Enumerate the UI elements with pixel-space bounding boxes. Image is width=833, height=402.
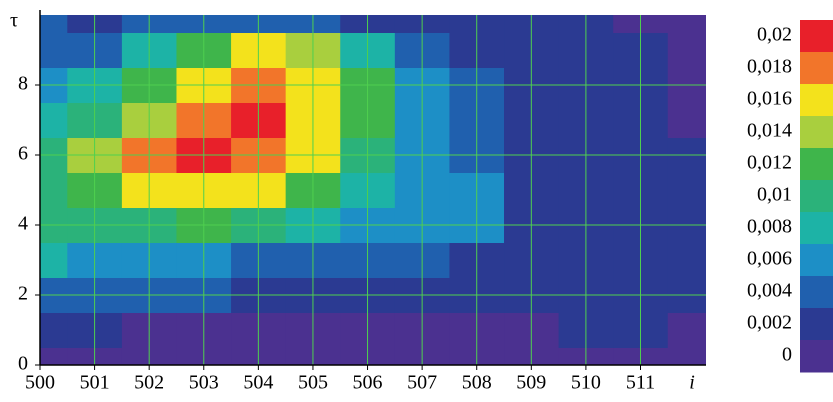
x-tick-label: 511 [626,372,655,394]
colorbar-label: 0,018 [747,56,792,78]
x-tick-label: 500 [25,372,55,394]
colorbar-label: 0,016 [747,88,792,110]
colorbar-swatch [800,52,833,85]
x-tick-label: 503 [189,372,219,394]
x-tick-label: 501 [80,372,110,394]
colorbar-swatch [800,244,833,277]
colorbar-swatch [800,20,833,53]
x-tick-label: 505 [298,372,328,394]
x-tick-label: 508 [462,372,492,394]
colorbar-label: 0,004 [747,280,792,302]
colorbar-swatch [800,180,833,213]
colorbar-label: 0 [782,344,792,366]
x-tick-label: 507 [407,372,437,394]
contour-cell [667,312,706,348]
x-tick-label: 504 [243,372,273,394]
contour-cell [667,242,706,278]
colorbar-label: 0,01 [757,184,792,206]
x-tick-label: 502 [134,372,164,394]
colorbar-swatch [800,340,833,373]
colorbar-label: 0,008 [747,216,792,238]
colorbar-swatch [800,308,833,341]
colorbar-swatch [800,84,833,117]
contour-cell [40,102,68,138]
y-tick-label: 4 [18,213,28,235]
contour-cell [667,347,706,365]
y-tick-label: 8 [18,73,28,95]
contour-cell [667,32,706,68]
colorbar-swatch [800,212,833,245]
colorbar-label: 0,006 [747,248,792,270]
x-axis-label: i [689,372,695,394]
y-axis-label: τ [10,10,18,32]
colorbar-label: 0,02 [757,24,792,46]
y-tick-label: 2 [18,283,28,305]
y-tick-label: 0 [18,353,28,375]
contour-cell [40,32,68,68]
colorbar-label: 0,002 [747,312,792,334]
y-tick-label: 6 [18,143,28,165]
colorbar-label: 0,014 [747,120,792,142]
contour-cell [40,172,68,208]
x-tick-label: 509 [516,372,546,394]
contour-cell [40,242,68,278]
x-tick-label: 506 [353,372,383,394]
contour-cell [40,15,68,33]
colorbar-swatch [800,116,833,149]
contour-cell [40,312,68,348]
contour-cell [40,347,68,365]
colorbar-label: 0,012 [747,152,792,174]
contour-cell [667,172,706,208]
colorbar-swatch [800,276,833,309]
colorbar-swatch [800,148,833,181]
contour-cell [667,102,706,138]
x-tick-label: 510 [571,372,601,394]
contour-cell [667,15,706,33]
